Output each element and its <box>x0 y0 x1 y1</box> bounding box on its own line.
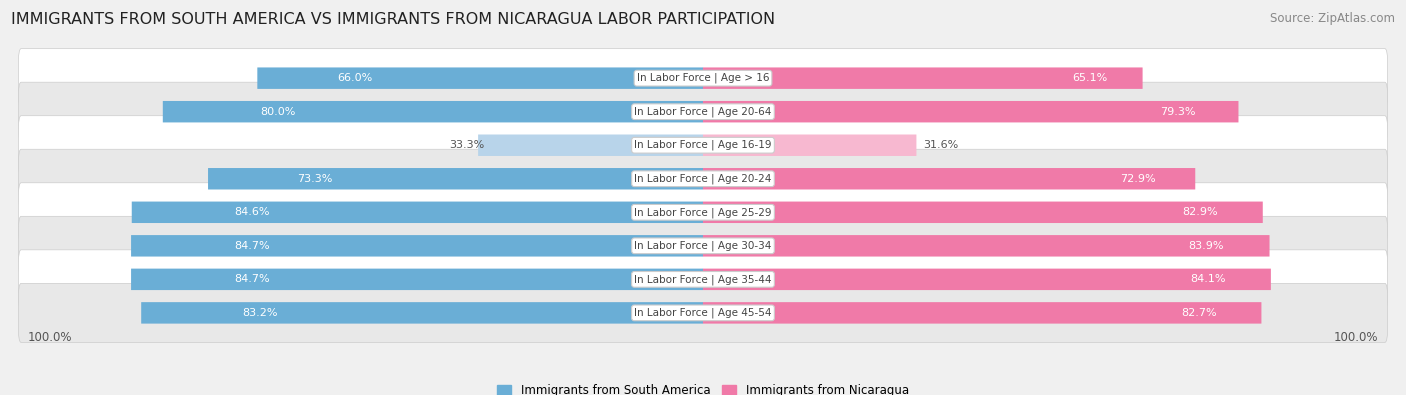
Text: 83.9%: 83.9% <box>1188 241 1225 251</box>
FancyBboxPatch shape <box>18 216 1388 275</box>
Legend: Immigrants from South America, Immigrants from Nicaragua: Immigrants from South America, Immigrant… <box>498 384 908 395</box>
Text: In Labor Force | Age 16-19: In Labor Force | Age 16-19 <box>634 140 772 150</box>
Text: 84.7%: 84.7% <box>233 241 270 251</box>
FancyBboxPatch shape <box>132 201 703 223</box>
FancyBboxPatch shape <box>18 250 1388 309</box>
FancyBboxPatch shape <box>703 135 917 156</box>
Text: In Labor Force | Age 35-44: In Labor Force | Age 35-44 <box>634 274 772 285</box>
FancyBboxPatch shape <box>703 68 1143 89</box>
Text: 84.7%: 84.7% <box>233 275 270 284</box>
Text: 83.2%: 83.2% <box>242 308 278 318</box>
FancyBboxPatch shape <box>141 302 703 324</box>
FancyBboxPatch shape <box>257 68 703 89</box>
Text: 31.6%: 31.6% <box>924 140 959 150</box>
FancyBboxPatch shape <box>131 269 703 290</box>
Text: In Labor Force | Age 30-34: In Labor Force | Age 30-34 <box>634 241 772 251</box>
Text: In Labor Force | Age 25-29: In Labor Force | Age 25-29 <box>634 207 772 218</box>
Text: 73.3%: 73.3% <box>297 174 333 184</box>
FancyBboxPatch shape <box>478 135 703 156</box>
FancyBboxPatch shape <box>18 116 1388 175</box>
Text: 66.0%: 66.0% <box>337 73 373 83</box>
Text: In Labor Force | Age 20-24: In Labor Force | Age 20-24 <box>634 173 772 184</box>
Text: 100.0%: 100.0% <box>1334 331 1378 344</box>
Text: IMMIGRANTS FROM SOUTH AMERICA VS IMMIGRANTS FROM NICARAGUA LABOR PARTICIPATION: IMMIGRANTS FROM SOUTH AMERICA VS IMMIGRA… <box>11 12 775 27</box>
Text: In Labor Force | Age 45-54: In Labor Force | Age 45-54 <box>634 308 772 318</box>
FancyBboxPatch shape <box>208 168 703 190</box>
Text: 80.0%: 80.0% <box>260 107 295 117</box>
Text: 84.6%: 84.6% <box>235 207 270 217</box>
Text: In Labor Force | Age > 16: In Labor Force | Age > 16 <box>637 73 769 83</box>
FancyBboxPatch shape <box>703 168 1195 190</box>
Text: 82.9%: 82.9% <box>1182 207 1218 217</box>
Text: 72.9%: 72.9% <box>1121 174 1156 184</box>
FancyBboxPatch shape <box>703 302 1261 324</box>
FancyBboxPatch shape <box>703 235 1270 256</box>
Text: 33.3%: 33.3% <box>450 140 485 150</box>
FancyBboxPatch shape <box>18 49 1388 108</box>
FancyBboxPatch shape <box>703 269 1271 290</box>
Text: 82.7%: 82.7% <box>1181 308 1216 318</box>
FancyBboxPatch shape <box>18 183 1388 242</box>
FancyBboxPatch shape <box>18 149 1388 208</box>
Text: 79.3%: 79.3% <box>1160 107 1195 117</box>
FancyBboxPatch shape <box>18 82 1388 141</box>
FancyBboxPatch shape <box>18 283 1388 342</box>
Text: Source: ZipAtlas.com: Source: ZipAtlas.com <box>1270 12 1395 25</box>
Text: 65.1%: 65.1% <box>1073 73 1108 83</box>
Text: 100.0%: 100.0% <box>28 331 72 344</box>
FancyBboxPatch shape <box>131 235 703 256</box>
FancyBboxPatch shape <box>163 101 703 122</box>
Text: In Labor Force | Age 20-64: In Labor Force | Age 20-64 <box>634 106 772 117</box>
Text: 84.1%: 84.1% <box>1189 275 1226 284</box>
FancyBboxPatch shape <box>703 201 1263 223</box>
FancyBboxPatch shape <box>703 101 1239 122</box>
